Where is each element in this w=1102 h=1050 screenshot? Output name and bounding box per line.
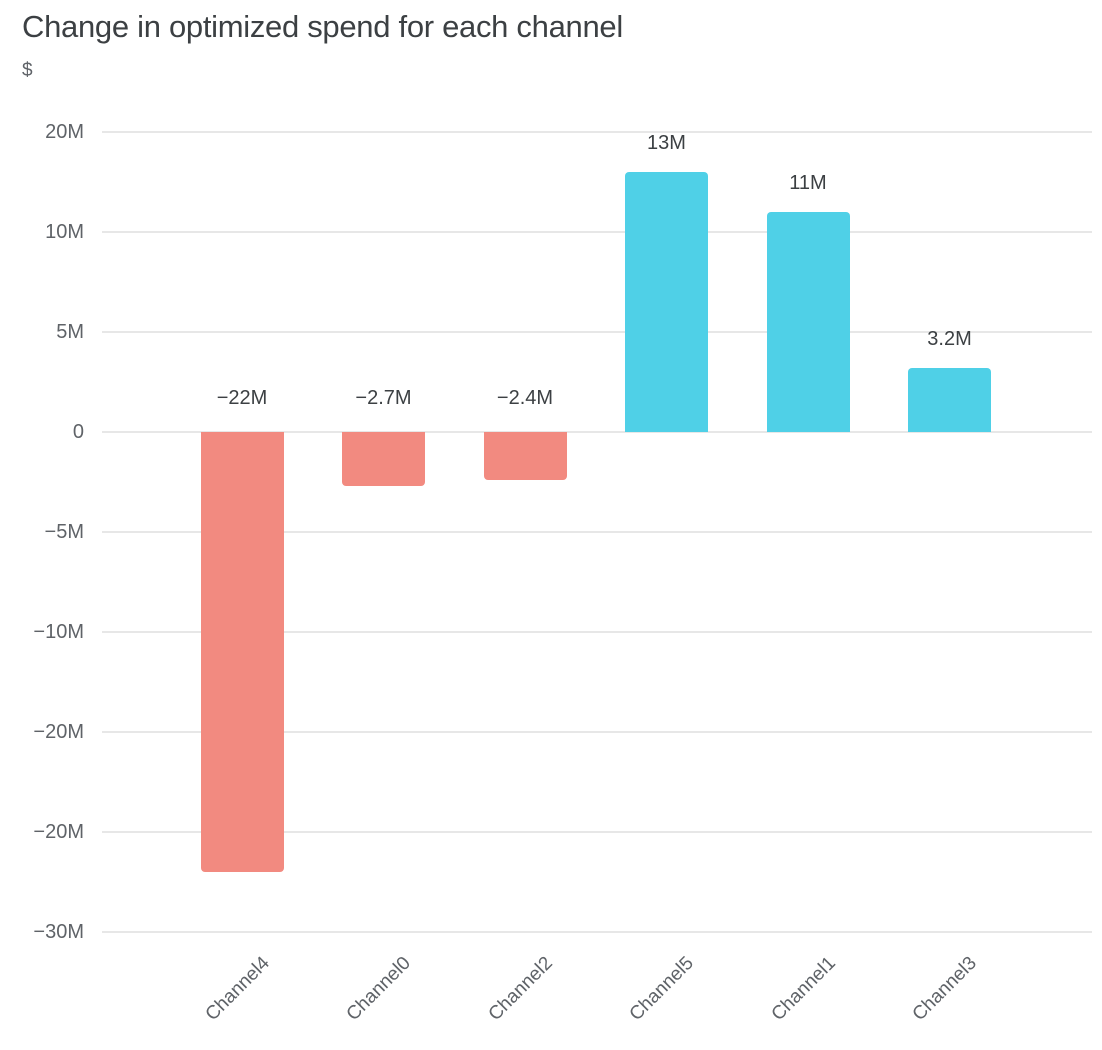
x-axis-tick-label-channel0: Channel0	[342, 952, 416, 1026]
gridline	[102, 831, 1092, 833]
y-axis-tick-label: 10M	[45, 221, 84, 243]
y-axis-tick-label: 0	[72, 421, 84, 443]
bar-value-label: 13M	[647, 132, 686, 154]
bar-value-label: −2.4M	[496, 387, 554, 409]
bar-value-label: 3.2M	[927, 328, 972, 350]
gridline	[102, 431, 1092, 433]
gridline	[102, 931, 1092, 933]
y-axis-tick-label: −5M	[44, 521, 84, 543]
y-axis-tick-label: −20M	[33, 721, 84, 743]
bar-channel0	[342, 432, 425, 486]
x-axis-tick-label-channel3: Channel3	[908, 952, 982, 1026]
x-axis-tick-label-channel5: Channel5	[625, 952, 699, 1026]
y-axis-unit-label: $	[22, 60, 33, 81]
chart-title: Change in optimized spend for each chann…	[22, 9, 623, 44]
x-axis-tick-label-channel2: Channel2	[484, 952, 557, 1026]
bar-value-label: −22M	[216, 387, 268, 409]
y-axis-tick-label: −20M	[33, 821, 84, 843]
gridline	[102, 731, 1092, 733]
bar-channel4	[200, 432, 284, 872]
bar-value-label: 11M	[789, 172, 827, 194]
gridline	[102, 231, 1092, 233]
bar-channel3	[908, 368, 991, 432]
y-axis-tick-label: −10M	[33, 621, 84, 643]
bar-channel1	[766, 212, 850, 432]
y-axis-tick-label: −30M	[33, 921, 84, 943]
bar-channel2	[483, 432, 567, 480]
gridline	[102, 531, 1092, 533]
x-axis-tick-label-channel4: Channel4	[201, 952, 274, 1026]
y-axis-tick-label: 20M	[45, 121, 84, 143]
gridline	[102, 631, 1092, 633]
gridline	[102, 131, 1092, 133]
y-axis-tick-label: 5M	[56, 321, 84, 343]
bar-value-label: −2.7M	[355, 387, 412, 409]
gridline	[102, 331, 1092, 333]
bar-channel5	[625, 172, 708, 432]
x-axis-tick-label-channel1: Channel1	[767, 952, 840, 1026]
